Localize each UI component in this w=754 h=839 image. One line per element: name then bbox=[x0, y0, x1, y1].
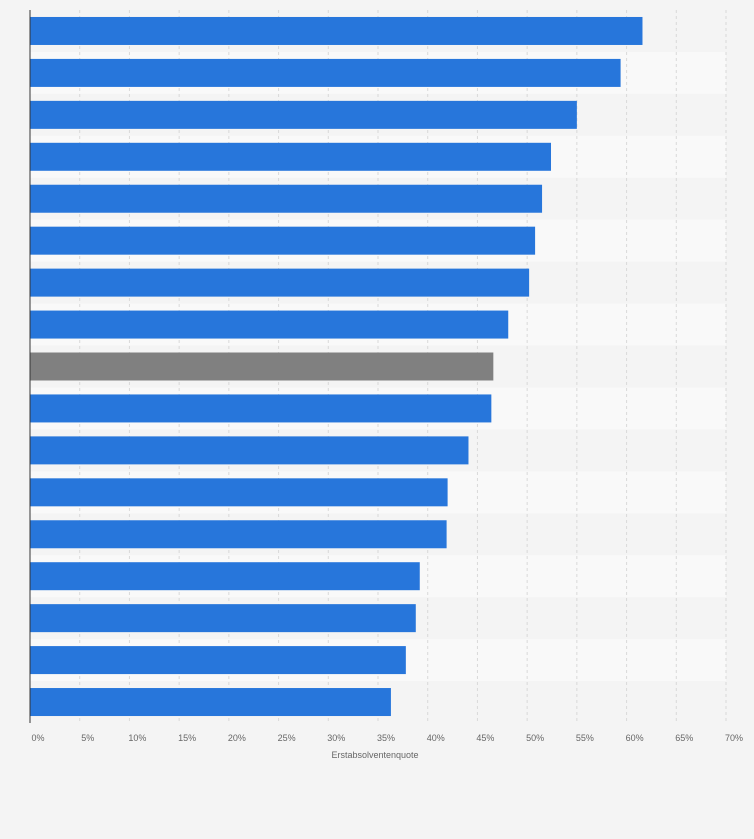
x-tick-label: 65% bbox=[675, 733, 693, 743]
x-tick-label: 25% bbox=[278, 733, 296, 743]
bar bbox=[30, 562, 420, 591]
x-tick-label: 15% bbox=[178, 733, 196, 743]
x-tick-label: 10% bbox=[128, 733, 146, 743]
x-tick-label: 20% bbox=[228, 733, 246, 743]
bar bbox=[30, 478, 448, 507]
bar bbox=[30, 142, 552, 171]
bar bbox=[30, 646, 406, 675]
bar bbox=[30, 436, 469, 465]
x-tick-label: 30% bbox=[327, 733, 345, 743]
bar bbox=[30, 604, 416, 633]
x-tick-label: 35% bbox=[377, 733, 395, 743]
bars bbox=[30, 16, 643, 717]
x-tick-label: 5% bbox=[81, 733, 94, 743]
bar bbox=[30, 688, 391, 717]
bar bbox=[30, 226, 536, 255]
bar bbox=[30, 16, 643, 45]
bar bbox=[30, 100, 577, 129]
x-tick-label: 60% bbox=[626, 733, 644, 743]
x-tick-label: 70% bbox=[725, 733, 743, 743]
x-axis-title: Erstabsolventenquote bbox=[331, 750, 418, 760]
bar bbox=[30, 394, 492, 423]
x-tick-label: 40% bbox=[427, 733, 445, 743]
bar bbox=[30, 58, 621, 87]
x-tick-label: 50% bbox=[526, 733, 544, 743]
bar bbox=[30, 310, 509, 339]
bar-highlight bbox=[30, 352, 494, 381]
x-tick-labels: 0% 5% 10% 15% 20% 25% 30% 35% 40% 45% 50% 55% 60% 65%… bbox=[31, 733, 743, 743]
bar bbox=[30, 268, 530, 297]
x-tick-label: 0% bbox=[31, 733, 44, 743]
x-tick-label: 45% bbox=[476, 733, 494, 743]
x-tick-label: 55% bbox=[576, 733, 594, 743]
bar bbox=[30, 184, 543, 213]
bar bbox=[30, 520, 447, 549]
